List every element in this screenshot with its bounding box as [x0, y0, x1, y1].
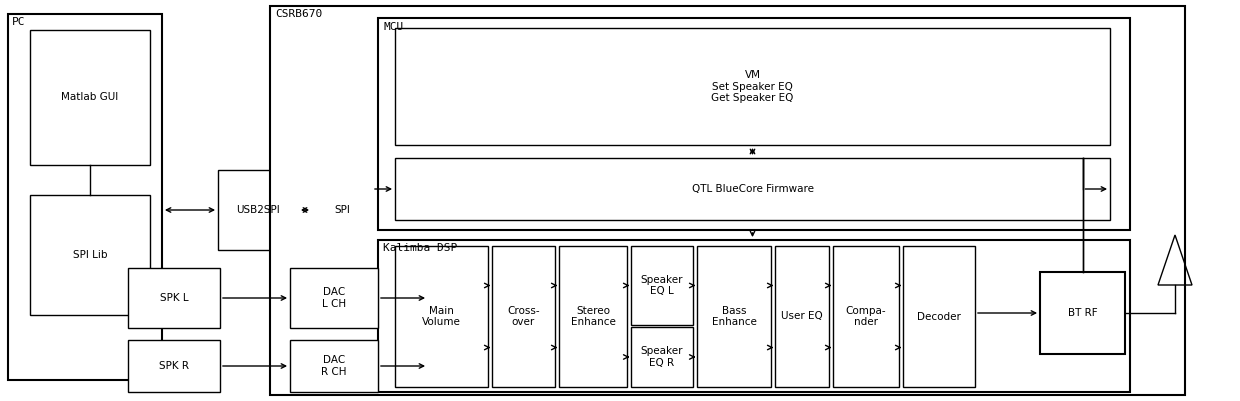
Bar — [7, 14, 162, 380]
Bar — [396, 246, 489, 387]
Bar — [697, 246, 771, 387]
Text: USB2SPI: USB2SPI — [236, 205, 280, 215]
Bar — [833, 246, 899, 387]
Bar — [290, 340, 378, 392]
Text: Stereo
Enhance: Stereo Enhance — [570, 306, 615, 327]
Bar — [30, 30, 150, 165]
Text: CSRB670: CSRB670 — [275, 9, 322, 19]
Text: VM
Set Speaker EQ
Get Speaker EQ: VM Set Speaker EQ Get Speaker EQ — [712, 70, 794, 103]
Bar — [492, 246, 556, 387]
Bar — [128, 340, 219, 392]
Bar — [378, 240, 1130, 392]
Text: User EQ: User EQ — [781, 312, 823, 322]
Text: QTL BlueCore Firmware: QTL BlueCore Firmware — [692, 184, 813, 194]
Bar — [559, 246, 627, 387]
Text: SPK L: SPK L — [160, 293, 188, 303]
Text: Cross-
over: Cross- over — [507, 306, 539, 327]
Text: Main
Volume: Main Volume — [422, 306, 461, 327]
Bar — [631, 327, 693, 387]
Bar — [290, 268, 378, 328]
Text: DAC
R CH: DAC R CH — [321, 355, 347, 377]
Text: Speaker
EQ R: Speaker EQ R — [641, 346, 683, 368]
Text: Decoder: Decoder — [918, 312, 961, 322]
Text: SPI Lib: SPI Lib — [73, 250, 107, 260]
Text: BT RF: BT RF — [1068, 308, 1097, 318]
Bar — [312, 170, 372, 250]
Bar — [128, 268, 219, 328]
Text: Speaker
EQ L: Speaker EQ L — [641, 275, 683, 296]
Text: Matlab GUI: Matlab GUI — [61, 93, 119, 103]
Bar — [218, 170, 298, 250]
Bar — [396, 28, 1110, 145]
Text: DAC
L CH: DAC L CH — [322, 287, 346, 309]
Bar — [396, 158, 1110, 220]
Bar — [270, 6, 1185, 395]
Text: Bass
Enhance: Bass Enhance — [712, 306, 756, 327]
Bar — [378, 18, 1130, 230]
Text: MCU: MCU — [383, 22, 403, 32]
Bar — [631, 246, 693, 325]
Bar — [903, 246, 975, 387]
Text: Kalimba DSP: Kalimba DSP — [383, 243, 458, 253]
Bar — [1040, 272, 1125, 354]
Bar — [775, 246, 830, 387]
Text: PC: PC — [12, 17, 26, 27]
Text: SPI: SPI — [334, 205, 350, 215]
Bar — [30, 195, 150, 315]
Text: Compa-
nder: Compa- nder — [846, 306, 887, 327]
Text: SPK R: SPK R — [159, 361, 188, 371]
